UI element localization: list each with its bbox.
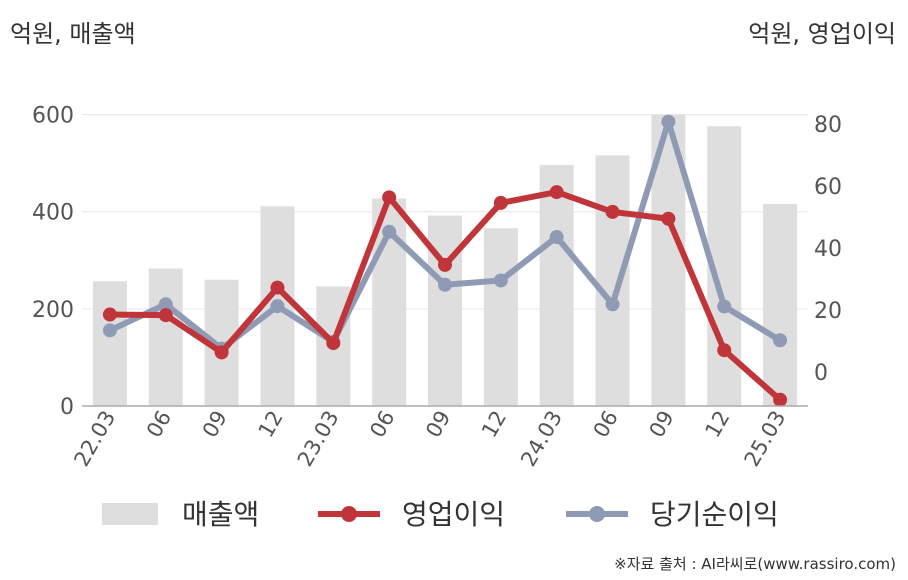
right-axis-tick-label: 80 — [814, 113, 842, 138]
net-income-point — [493, 273, 508, 288]
legend: 매출액 영업이익 당기순이익 — [102, 498, 779, 531]
operating-profit-point — [158, 308, 173, 323]
operating-profit-point — [549, 185, 564, 200]
revenue-bar — [483, 228, 518, 406]
revenue-bar — [539, 165, 574, 406]
operating-profit-point — [605, 204, 620, 219]
x-axis-tick-label: 06 — [589, 407, 623, 442]
operating-profit-point — [270, 280, 285, 295]
right-axis-tick-label: 0 — [814, 361, 828, 386]
net-income-point — [549, 230, 564, 245]
x-axis-tick-label: 12 — [477, 407, 511, 442]
net-income-point — [773, 333, 788, 348]
legend-swatch-revenue — [102, 503, 158, 525]
x-axis-tick-label: 12 — [254, 407, 288, 442]
operating-profit-point — [438, 257, 452, 272]
right-axis-tick-label: 40 — [814, 237, 842, 262]
revenue-bar — [92, 281, 127, 406]
right-axis-tick-label: 60 — [814, 175, 842, 200]
left-axis-unit-label: 억원, 매출액 — [10, 20, 136, 48]
legend-label-operating-profit: 영업이익 — [402, 498, 505, 531]
net-income-point — [270, 299, 285, 314]
net-income-point — [717, 299, 732, 314]
net-income-point — [605, 297, 620, 312]
legend-label-revenue: 매출액 — [182, 498, 259, 531]
net-income-point — [158, 297, 173, 312]
operating-profit-point — [382, 190, 397, 205]
right-axis-tick-label: 20 — [814, 299, 842, 324]
legend-label-net-income: 당기순이익 — [650, 498, 779, 531]
net-income-point — [661, 114, 676, 129]
net-income-point — [382, 224, 397, 239]
operating-profit-point — [493, 195, 508, 210]
x-axis-tick-label: 25.03 — [740, 407, 791, 471]
operating-profit-point — [102, 307, 117, 322]
right-axis-unit-label: 억원, 영업이익 — [748, 20, 896, 48]
x-axis-tick-label: 06 — [365, 407, 399, 442]
net-income-point — [438, 277, 452, 292]
left-axis-tick-label: 400 — [32, 201, 74, 226]
source-note: ※자료 출처 : AI라씨로(www.rassiro.com) — [614, 555, 896, 573]
operating-profit-point — [214, 345, 229, 360]
legend-marker-net-income — [589, 506, 605, 522]
x-axis-tick-label: 09 — [198, 407, 232, 442]
operating-profit-point — [717, 343, 732, 358]
x-axis-tick-label: 09 — [645, 407, 679, 442]
profit-lines — [102, 114, 788, 407]
operating-profit-point — [773, 392, 788, 407]
left-axis-tick-label: 200 — [32, 298, 74, 323]
x-axis-tick-label: 06 — [142, 407, 176, 442]
revenue-bar — [428, 215, 462, 406]
x-axis-tick-label: 23.03 — [293, 407, 344, 471]
left-axis-tick-label: 0 — [60, 395, 74, 420]
revenue-bar — [148, 268, 183, 406]
x-axis-tick-label: 09 — [421, 407, 455, 442]
operating-profit-point — [326, 336, 341, 351]
net-income-point — [102, 323, 117, 338]
x-axis-tick-label: 24.03 — [516, 407, 567, 471]
revenue-bar — [763, 203, 798, 406]
x-axis-tick-label: 12 — [700, 407, 734, 442]
legend-marker-operating-profit — [341, 506, 357, 522]
revenue-bar — [595, 155, 630, 406]
x-axis-tick-label: 22.03 — [69, 407, 120, 471]
left-axis-tick-label: 600 — [32, 104, 74, 129]
operating-profit-point — [661, 211, 676, 226]
